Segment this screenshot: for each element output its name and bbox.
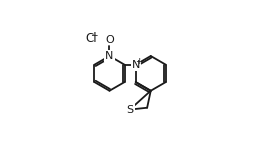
Text: Cl: Cl: [86, 32, 97, 45]
Text: −: −: [90, 31, 98, 40]
Text: +: +: [135, 57, 143, 66]
Text: O: O: [105, 35, 114, 45]
Text: N: N: [105, 51, 114, 61]
Text: S: S: [126, 105, 133, 114]
Text: N: N: [132, 60, 140, 70]
